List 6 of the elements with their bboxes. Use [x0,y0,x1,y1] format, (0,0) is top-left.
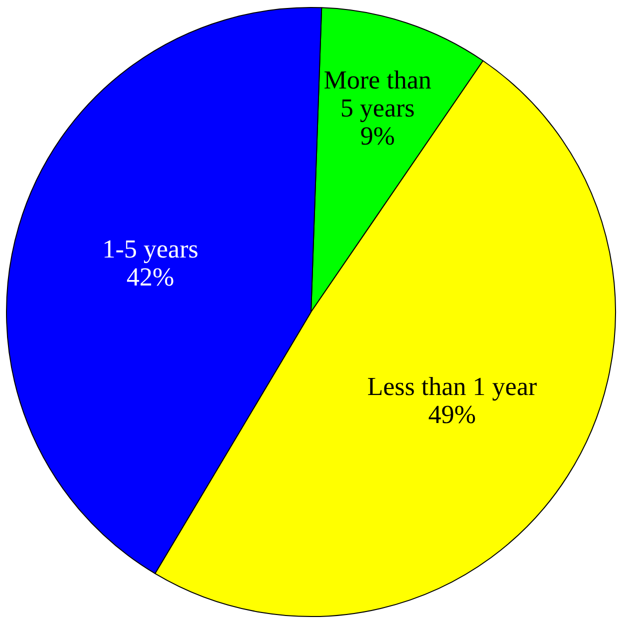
data-label: 42% [126,262,174,292]
slice-label: Less than 1 year [367,372,538,402]
data-label: 9% [360,121,395,150]
data-label: 49% [428,400,476,430]
slice-label: 1-5 years [102,234,198,264]
slice-label: More than 5 years [324,65,432,122]
